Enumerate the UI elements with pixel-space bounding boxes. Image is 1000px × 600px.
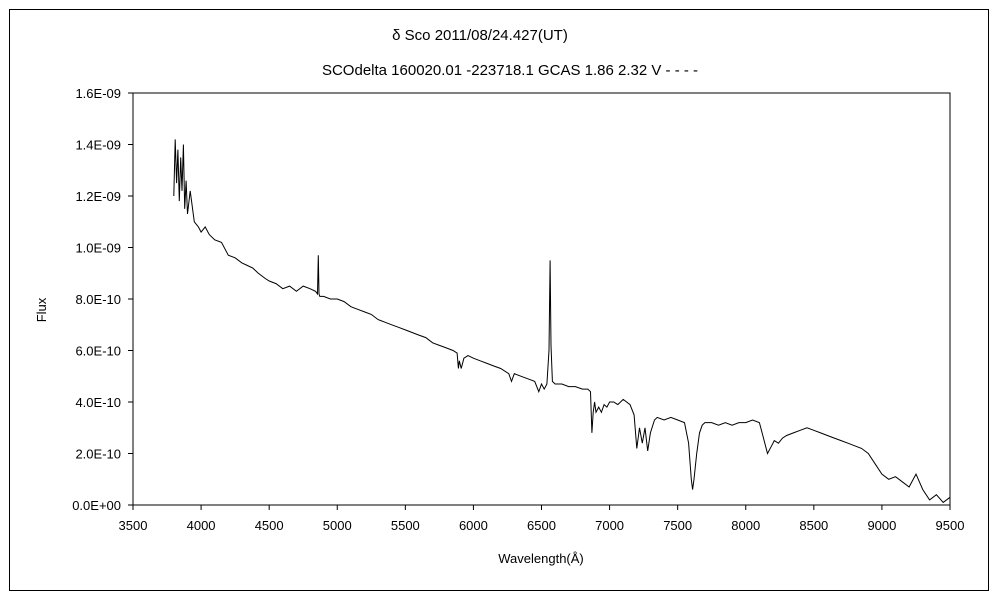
y-axis: 0.0E+00 2.0E-10 4.0E-10 6.0E-10 8.0E-10 1.0E-… (72, 86, 133, 513)
y-tick-label: 1.2E-09 (75, 189, 121, 204)
spectrum-line (173, 139, 951, 504)
chart-title: δ Sco 2011/08/24.427(UT) (392, 27, 568, 44)
y-tick-label: 1.6E-09 (75, 86, 121, 101)
x-tick-label: 6500 (527, 518, 556, 533)
y-tick-label: 8.0E-10 (75, 292, 121, 307)
y-tick-label: 0.0E+00 (72, 498, 121, 513)
chart-subtitle: SCOdelta 160020.01 -223718.1 GCAS 1.86 2… (322, 62, 698, 79)
x-tick-label: 4500 (255, 518, 284, 533)
x-tick-label: 4000 (187, 518, 216, 533)
x-tick-label: 9500 (936, 518, 965, 533)
y-tick-label: 1.4E-09 (75, 138, 121, 153)
plot-area (132, 92, 951, 506)
x-tick-label: 3500 (119, 518, 148, 533)
x-tick-label: 5000 (323, 518, 352, 533)
x-axis-label: Wavelength(Å) (498, 551, 584, 566)
x-tick-label: 9000 (867, 518, 896, 533)
y-tick-label: 2.0E-10 (75, 447, 121, 462)
x-tick-label: 8500 (799, 518, 828, 533)
x-tick-label: 6000 (459, 518, 488, 533)
x-tick-label: 7500 (663, 518, 692, 533)
x-tick-label: 5500 (391, 518, 420, 533)
y-tick-label: 4.0E-10 (75, 395, 121, 410)
x-axis: 3500 4000 4500 5000 5500 6000 6500 7000 7500 8000… (119, 505, 965, 533)
x-tick-label: 7000 (595, 518, 624, 533)
y-tick-label: 6.0E-10 (75, 344, 121, 359)
x-tick-label: 8000 (731, 518, 760, 533)
y-axis-label: Flux (34, 297, 49, 322)
y-tick-label: 1.0E-09 (75, 241, 121, 256)
